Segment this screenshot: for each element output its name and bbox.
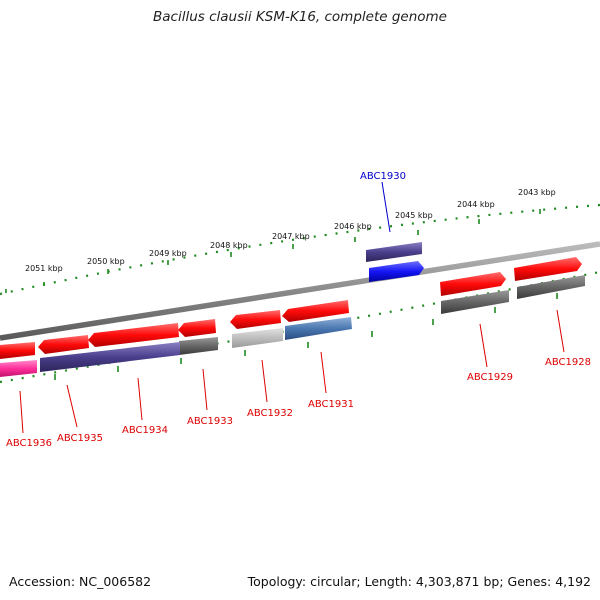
gene-label-abc1931[interactable]: ABC1931	[308, 399, 354, 410]
kbp-label: 2051 kbp	[25, 264, 63, 273]
leader-line	[19, 390, 24, 434]
leader-line	[381, 181, 391, 233]
gene-arrow-abc1931-cog	[285, 317, 352, 340]
gene-label-abc1936[interactable]: ABC1936	[6, 438, 52, 449]
gene-arrow-abc1928-cog	[517, 275, 585, 299]
map-title: Bacillus clausii KSM-K16, complete genom…	[153, 9, 447, 25]
leader-line	[556, 309, 565, 353]
gene-arrow-abc1934	[88, 323, 179, 347]
gene-label-abc1930[interactable]: ABC1930	[360, 171, 406, 182]
genome-backbone	[0, 241, 600, 341]
gene-arrow-abc1934-cog	[40, 342, 180, 372]
gene-arrow-abc1935	[38, 335, 89, 354]
leader-line	[202, 368, 208, 411]
gene-arrow-abc1929-cog	[441, 290, 509, 314]
gene-arrow-abc1930	[369, 261, 424, 282]
kbp-label: 2050 kbp	[87, 257, 125, 266]
gene-arrow-abc1933-cog	[179, 337, 218, 355]
leader-line	[479, 323, 488, 368]
kbp-label: 2048 kbp	[210, 241, 248, 250]
gene-arrow-abc1936	[0, 342, 35, 359]
leader-line	[261, 359, 268, 403]
kbp-label: 2045 kbp	[395, 211, 433, 220]
outer-tick-ring: 2043 kbp 2044 kbp 2045 kbp 2046 kbp 2047…	[0, 188, 600, 296]
forward-strand-track	[366, 242, 585, 314]
kbp-label: 2043 kbp	[518, 188, 556, 197]
outer-tick-track	[0, 203, 600, 296]
gene-arrow-abc1929	[440, 272, 506, 296]
gene-label-abc1934[interactable]: ABC1934	[122, 425, 168, 436]
gene-arrow-abc1936-cog	[0, 360, 37, 377]
kbp-label: 2046 kbp	[334, 222, 372, 231]
leader-line	[137, 377, 143, 421]
kbp-label: 2044 kbp	[457, 200, 495, 209]
inner-tick-ring	[0, 270, 600, 384]
gene-label-abc1928[interactable]: ABC1928	[545, 357, 591, 368]
gene-arrow-abc1930-cog	[366, 242, 422, 262]
gene-labels: ABC1930 ABC1928 ABC1929 ABC1931 ABC1932 …	[6, 171, 591, 449]
leader-line	[66, 384, 78, 428]
gene-arrow-abc1931	[282, 300, 349, 322]
gene-label-abc1932[interactable]: ABC1932	[247, 408, 293, 419]
gene-arrow-abc1933	[178, 319, 216, 337]
gene-label-abc1929[interactable]: ABC1929	[467, 372, 513, 383]
gene-label-abc1935[interactable]: ABC1935	[57, 433, 103, 444]
gene-arrow-abc1928	[514, 257, 582, 281]
leader-line	[320, 351, 327, 394]
gene-arrow-abc1932	[230, 310, 281, 329]
gene-arrow-abc1932-cog	[232, 328, 283, 348]
reverse-strand-track	[0, 300, 352, 377]
kbp-label: 2049 kbp	[149, 249, 187, 258]
gene-label-abc1933[interactable]: ABC1933	[187, 416, 233, 427]
kbp-label: 2047 kbp	[272, 232, 310, 241]
topology-summary: Topology: circular; Length: 4,303,871 bp…	[247, 574, 591, 589]
accession-text: Accession: NC_006582	[9, 574, 152, 589]
